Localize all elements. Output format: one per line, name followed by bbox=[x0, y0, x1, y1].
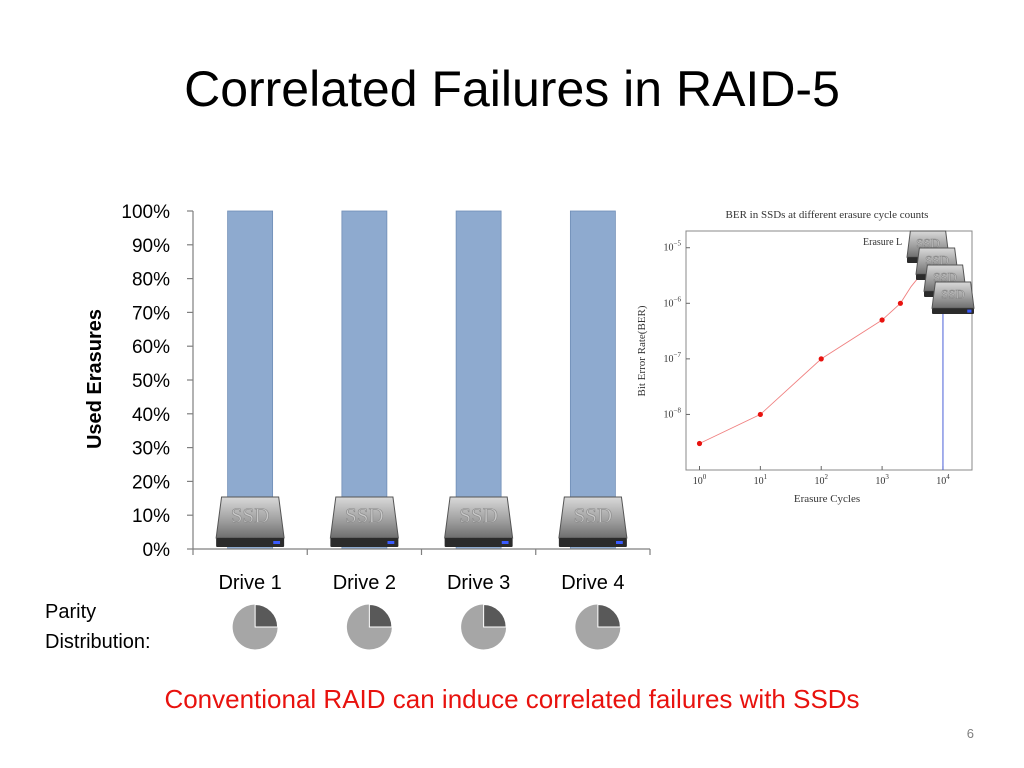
ber-y-tick-label: 10−5 bbox=[664, 240, 682, 254]
x-category-label: Drive 4 bbox=[561, 572, 624, 594]
ber-y-tick-label: 10−6 bbox=[664, 295, 682, 309]
pie-slice-parity bbox=[483, 603, 507, 628]
ber-x-axis-label: Erasure Cycles bbox=[794, 493, 860, 505]
ber-legend-text: Erasure L bbox=[863, 237, 902, 248]
y-tick-label: 100% bbox=[121, 202, 170, 223]
ber-x-tick-label: 101 bbox=[754, 473, 768, 487]
ssd-drive-icon-4: SSD bbox=[558, 496, 628, 547]
conclusion-text: Conventional RAID can induce correlated … bbox=[164, 684, 860, 714]
pie-slice-parity bbox=[597, 603, 621, 628]
ssd-label: SSD bbox=[933, 269, 957, 284]
y-axis-label: Used Erasures bbox=[84, 309, 106, 449]
ber-data-point bbox=[879, 317, 885, 323]
ber-chart-title: BER in SSDs at different erasure cycle c… bbox=[726, 209, 929, 221]
ber-data-point bbox=[757, 411, 763, 418]
y-tick-label: 90% bbox=[132, 236, 170, 257]
ber-y-axis-label: Bit Error Rate(BER) bbox=[636, 305, 648, 396]
bar-drive-2 bbox=[341, 210, 388, 550]
y-tick-label: 30% bbox=[132, 439, 170, 460]
slide-number: 6 bbox=[966, 726, 974, 741]
ssd-drive-icon-3: SSD bbox=[444, 496, 514, 547]
ber-data-point bbox=[897, 300, 904, 306]
parity-pie-4 bbox=[575, 603, 621, 650]
ssd-label: SSD bbox=[231, 503, 270, 527]
ssd-drive-icon-2: SSD bbox=[329, 496, 399, 547]
y-tick-label: 20% bbox=[132, 472, 170, 493]
x-category-label: Drive 1 bbox=[218, 572, 281, 594]
bar-drive-3 bbox=[455, 210, 502, 550]
ber-x-tick-label: 100 bbox=[693, 473, 707, 487]
ssd-label: SSD bbox=[941, 286, 965, 301]
y-tick-label: 50% bbox=[132, 371, 170, 392]
ber-data-point bbox=[696, 440, 703, 447]
pie-slice-parity bbox=[368, 603, 393, 628]
ber-ssd-icon-4: SSD bbox=[931, 281, 975, 314]
slide-title: Correlated Failures in RAID-5 bbox=[184, 61, 840, 117]
x-category-label: Drive 3 bbox=[447, 572, 510, 594]
ssd-label: SSD bbox=[574, 503, 613, 527]
y-tick-label: 60% bbox=[132, 337, 170, 358]
bar-drive-4 bbox=[569, 210, 616, 550]
ber-y-tick-label: 10−7 bbox=[664, 351, 682, 365]
ber-x-tick-label: 103 bbox=[875, 473, 889, 487]
ssd-label: SSD bbox=[925, 252, 949, 267]
parity-pie-3 bbox=[461, 603, 507, 650]
ssd-label: SSD bbox=[459, 503, 498, 527]
ssd-label: SSD bbox=[916, 235, 940, 250]
ber-data-point bbox=[818, 356, 824, 362]
parity-pie-2 bbox=[346, 603, 393, 650]
ber-x-tick-label: 102 bbox=[814, 473, 828, 487]
y-tick-label: 0% bbox=[143, 540, 171, 561]
y-tick-label: 70% bbox=[132, 303, 170, 324]
y-tick-label: 10% bbox=[132, 506, 170, 527]
ber-y-tick-label: 10−8 bbox=[664, 406, 682, 420]
y-tick-label: 40% bbox=[132, 405, 170, 426]
pie-slice-parity bbox=[254, 603, 279, 628]
ber-x-tick-label: 104 bbox=[936, 473, 950, 487]
ssd-label: SSD bbox=[345, 503, 384, 527]
x-category-label: Drive 2 bbox=[333, 572, 396, 594]
ssd-drive-icon-1: SSD bbox=[215, 496, 285, 547]
bar-drive-1 bbox=[227, 210, 274, 550]
y-tick-label: 80% bbox=[132, 270, 170, 291]
parity-distribution-label: Parity Distribution: bbox=[45, 601, 151, 653]
parity-pie-1 bbox=[232, 603, 279, 650]
